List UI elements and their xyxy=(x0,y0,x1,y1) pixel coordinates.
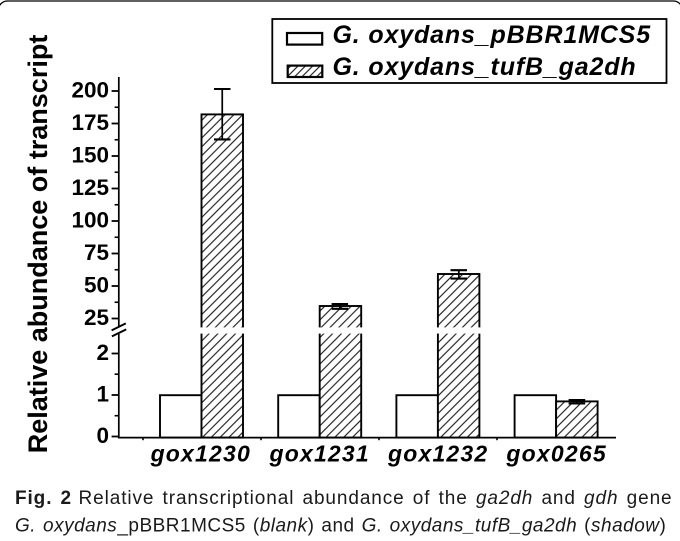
svg-text:125: 125 xyxy=(71,175,109,200)
svg-text:gox1232: gox1232 xyxy=(387,441,488,467)
svg-text:150: 150 xyxy=(71,142,109,167)
svg-text:G. oxydans_pBBR1MCS5: G. oxydans_pBBR1MCS5 xyxy=(333,21,652,49)
svg-text:75: 75 xyxy=(84,240,109,265)
svg-text:0: 0 xyxy=(96,423,109,448)
svg-text:100: 100 xyxy=(71,207,109,232)
svg-text:gox1231: gox1231 xyxy=(268,441,369,467)
svg-text:2: 2 xyxy=(96,340,109,365)
svg-text:gox0265: gox0265 xyxy=(505,441,606,467)
svg-text:Relative abundance of transcri: Relative abundance of transcript xyxy=(23,35,53,454)
svg-text:175: 175 xyxy=(71,110,109,135)
svg-text:25: 25 xyxy=(84,305,109,330)
svg-text:50: 50 xyxy=(84,272,109,297)
svg-text:200: 200 xyxy=(71,77,109,102)
svg-text:G. oxydans_pBBR1MCS5 (blank) a: G. oxydans_pBBR1MCS5 (blank) and G. oxyd… xyxy=(15,516,666,537)
svg-text:1: 1 xyxy=(96,381,109,406)
svg-text:gox1230: gox1230 xyxy=(150,441,251,467)
svg-text:G. oxydans_tufB_ga2dh: G. oxydans_tufB_ga2dh xyxy=(333,53,637,81)
